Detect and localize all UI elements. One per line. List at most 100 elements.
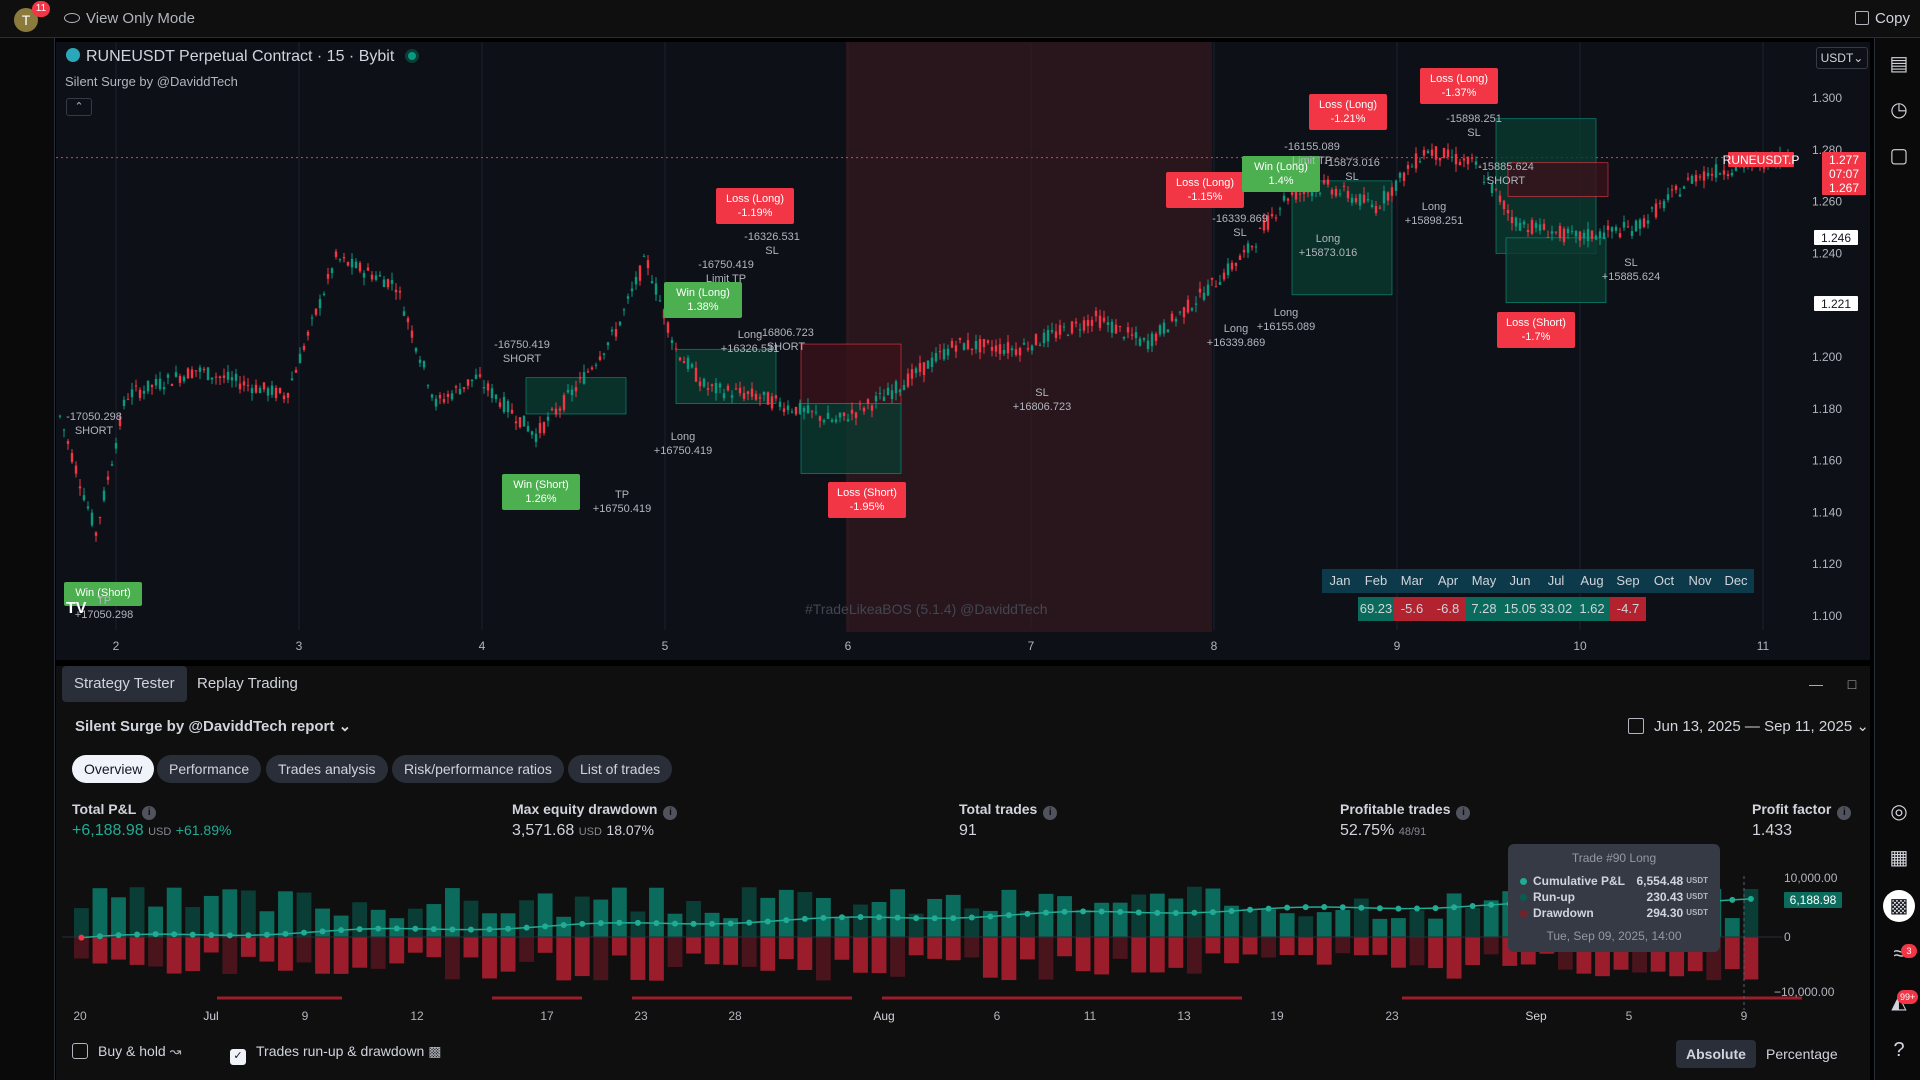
trade-box	[1507, 162, 1609, 197]
candle-body	[1066, 335, 1070, 337]
candle-body	[98, 517, 102, 519]
candle-body	[1146, 340, 1150, 350]
candle-body	[1518, 222, 1522, 231]
runup-bar	[74, 908, 89, 937]
time-tick: 11	[1757, 639, 1770, 653]
price-chart-canvas[interactable]: 1.3001.2801.2601.2401.2001.1801.1601.140…	[56, 42, 1870, 660]
drawdown-bar	[426, 937, 442, 958]
collapse-legend-button[interactable]: ⌃	[66, 98, 92, 116]
candle-body	[406, 318, 410, 323]
candle-body	[1610, 227, 1614, 232]
runup-bar	[1391, 918, 1406, 937]
candle-body	[1106, 322, 1110, 326]
heat-month-feb: Feb	[1358, 569, 1394, 593]
apps-grid-icon[interactable]: ▩	[1883, 890, 1915, 922]
tab-strategy-tester[interactable]: Strategy Tester	[62, 666, 187, 702]
buy-hold-toggle[interactable]: Buy & hold ↝	[72, 1043, 181, 1060]
alerts-clock-icon[interactable]: ◷	[1890, 99, 1908, 121]
absolute-button[interactable]: Absolute	[1676, 1040, 1756, 1068]
copy-label: Copy	[1874, 10, 1910, 27]
candle-body	[1490, 183, 1494, 194]
drawdown-bar	[1020, 937, 1035, 960]
date-range[interactable]: Jun 13, 2025 — Sep 11, 2025 ⌄	[1628, 717, 1869, 735]
runup-bar	[1242, 908, 1258, 937]
percentage-button[interactable]: Percentage	[1766, 1046, 1838, 1062]
runup-drawdown-checkbox[interactable]: ✓	[230, 1049, 246, 1065]
currency-selector[interactable]: USDT⌄	[1816, 47, 1868, 69]
runup-bar	[1409, 910, 1425, 937]
tab-replay-trading[interactable]: Replay Trading	[197, 675, 298, 692]
candle-body	[354, 261, 358, 268]
equity-x-tick: Aug	[873, 1009, 894, 1023]
candle-body	[146, 380, 150, 392]
info-icon[interactable]: i	[663, 806, 678, 820]
candle-body	[490, 388, 494, 399]
tooltip-date: Tue, Sep 09, 2025, 14:00	[1546, 929, 1682, 943]
info-icon[interactable]: i	[1837, 806, 1852, 820]
candle-body	[1014, 349, 1018, 355]
maximize-panel-icon[interactable]: □	[1847, 676, 1857, 692]
info-icon[interactable]: i	[142, 806, 157, 820]
trade-tooltip: Trade #90 Long Cumulative P&L 6,554.48 USD…	[1508, 844, 1720, 952]
candle-body	[162, 387, 166, 390]
candle-body	[806, 405, 810, 414]
drawdown-bar	[537, 937, 553, 953]
candle-body	[1550, 231, 1554, 234]
copy-button[interactable]: Copy	[1854, 10, 1910, 27]
info-icon[interactable]: i	[1043, 806, 1058, 820]
trade-annotation: -16750.419	[494, 339, 550, 351]
trade-label-text: Win (Long)	[676, 287, 730, 299]
report-title[interactable]: Silent Surge by @DaviddTech report ⌄	[75, 717, 351, 735]
drawdown-bar	[593, 937, 609, 981]
pnl-point	[430, 926, 437, 933]
candle-body	[1442, 148, 1446, 159]
candle-body	[1422, 149, 1426, 156]
runup-drawdown-toggle[interactable]: ✓ Trades run-up & drawdown ▩	[230, 1043, 441, 1065]
watchlist-icon[interactable]: ▤	[1889, 53, 1909, 75]
heat-month-aug: Aug	[1574, 569, 1610, 593]
symbol-title[interactable]: RUNEUSDT Perpetual Contract · 15 · Bybit	[66, 48, 417, 66]
info-icon[interactable]: i	[1456, 806, 1471, 820]
price-chart[interactable]: 1.300 1.280 1.260 1.240 1.200 1.180 1.160 1.140…	[56, 42, 1870, 660]
minimize-panel-icon[interactable]: —	[1809, 676, 1823, 692]
subtab-list-of-trades[interactable]: List of trades	[568, 755, 673, 783]
candle-body	[250, 388, 254, 394]
target-icon[interactable]: ◎	[1890, 801, 1908, 823]
trade-label-pct: 1.26%	[525, 493, 556, 505]
equity-x-tick: 11	[1084, 1009, 1097, 1023]
pnl-point	[801, 915, 808, 922]
candle-body	[222, 375, 226, 379]
candle-body	[1334, 188, 1338, 196]
equity-x-tick: 19	[1270, 1009, 1284, 1023]
candle-body	[262, 382, 266, 390]
broadcast-icon[interactable]: ≈	[1893, 943, 1905, 965]
candle-body	[542, 422, 546, 433]
candle-body	[758, 397, 762, 399]
pnl-point	[820, 914, 827, 921]
candle-body	[278, 387, 282, 394]
chat-icon[interactable]: ▢	[1889, 145, 1909, 167]
candle-body	[794, 406, 798, 415]
subtab-risk-ratios[interactable]: Risk/performance ratios	[392, 755, 564, 783]
candle-body	[562, 395, 566, 410]
subtab-performance[interactable]: Performance	[157, 755, 262, 783]
runup-bar	[908, 913, 924, 937]
strategy-legend[interactable]: Silent Surge by @DaviddTech	[65, 74, 238, 89]
subtab-overview[interactable]: Overview	[72, 755, 155, 783]
equity-badge-text: 6,188.98	[1790, 893, 1837, 907]
report-title-text: Silent Surge by @DaviddTech report	[75, 718, 335, 735]
metric-value-profitable: 52.75% 48/91	[1340, 822, 1426, 840]
buy-hold-checkbox[interactable]	[72, 1043, 88, 1059]
calendar-icon[interactable]: ▦	[1889, 847, 1909, 869]
help-icon[interactable]: ?	[1893, 1039, 1905, 1061]
candle-body	[1070, 321, 1074, 334]
subtab-trades-analysis[interactable]: Trades analysis	[266, 755, 388, 783]
drawdown-bar	[649, 937, 664, 981]
price-badge	[1814, 230, 1858, 245]
drawdown-bar	[500, 937, 516, 972]
trade-annotation: Limit TP	[1292, 155, 1332, 167]
runup-bar	[741, 887, 757, 937]
candle-body	[1474, 161, 1478, 165]
runup-bar	[1483, 900, 1499, 937]
equity-chart[interactable]: 10,000.00 0 −10,000.00 6,188.98 20 Jul 9 12 17 23…	[62, 862, 1870, 1032]
